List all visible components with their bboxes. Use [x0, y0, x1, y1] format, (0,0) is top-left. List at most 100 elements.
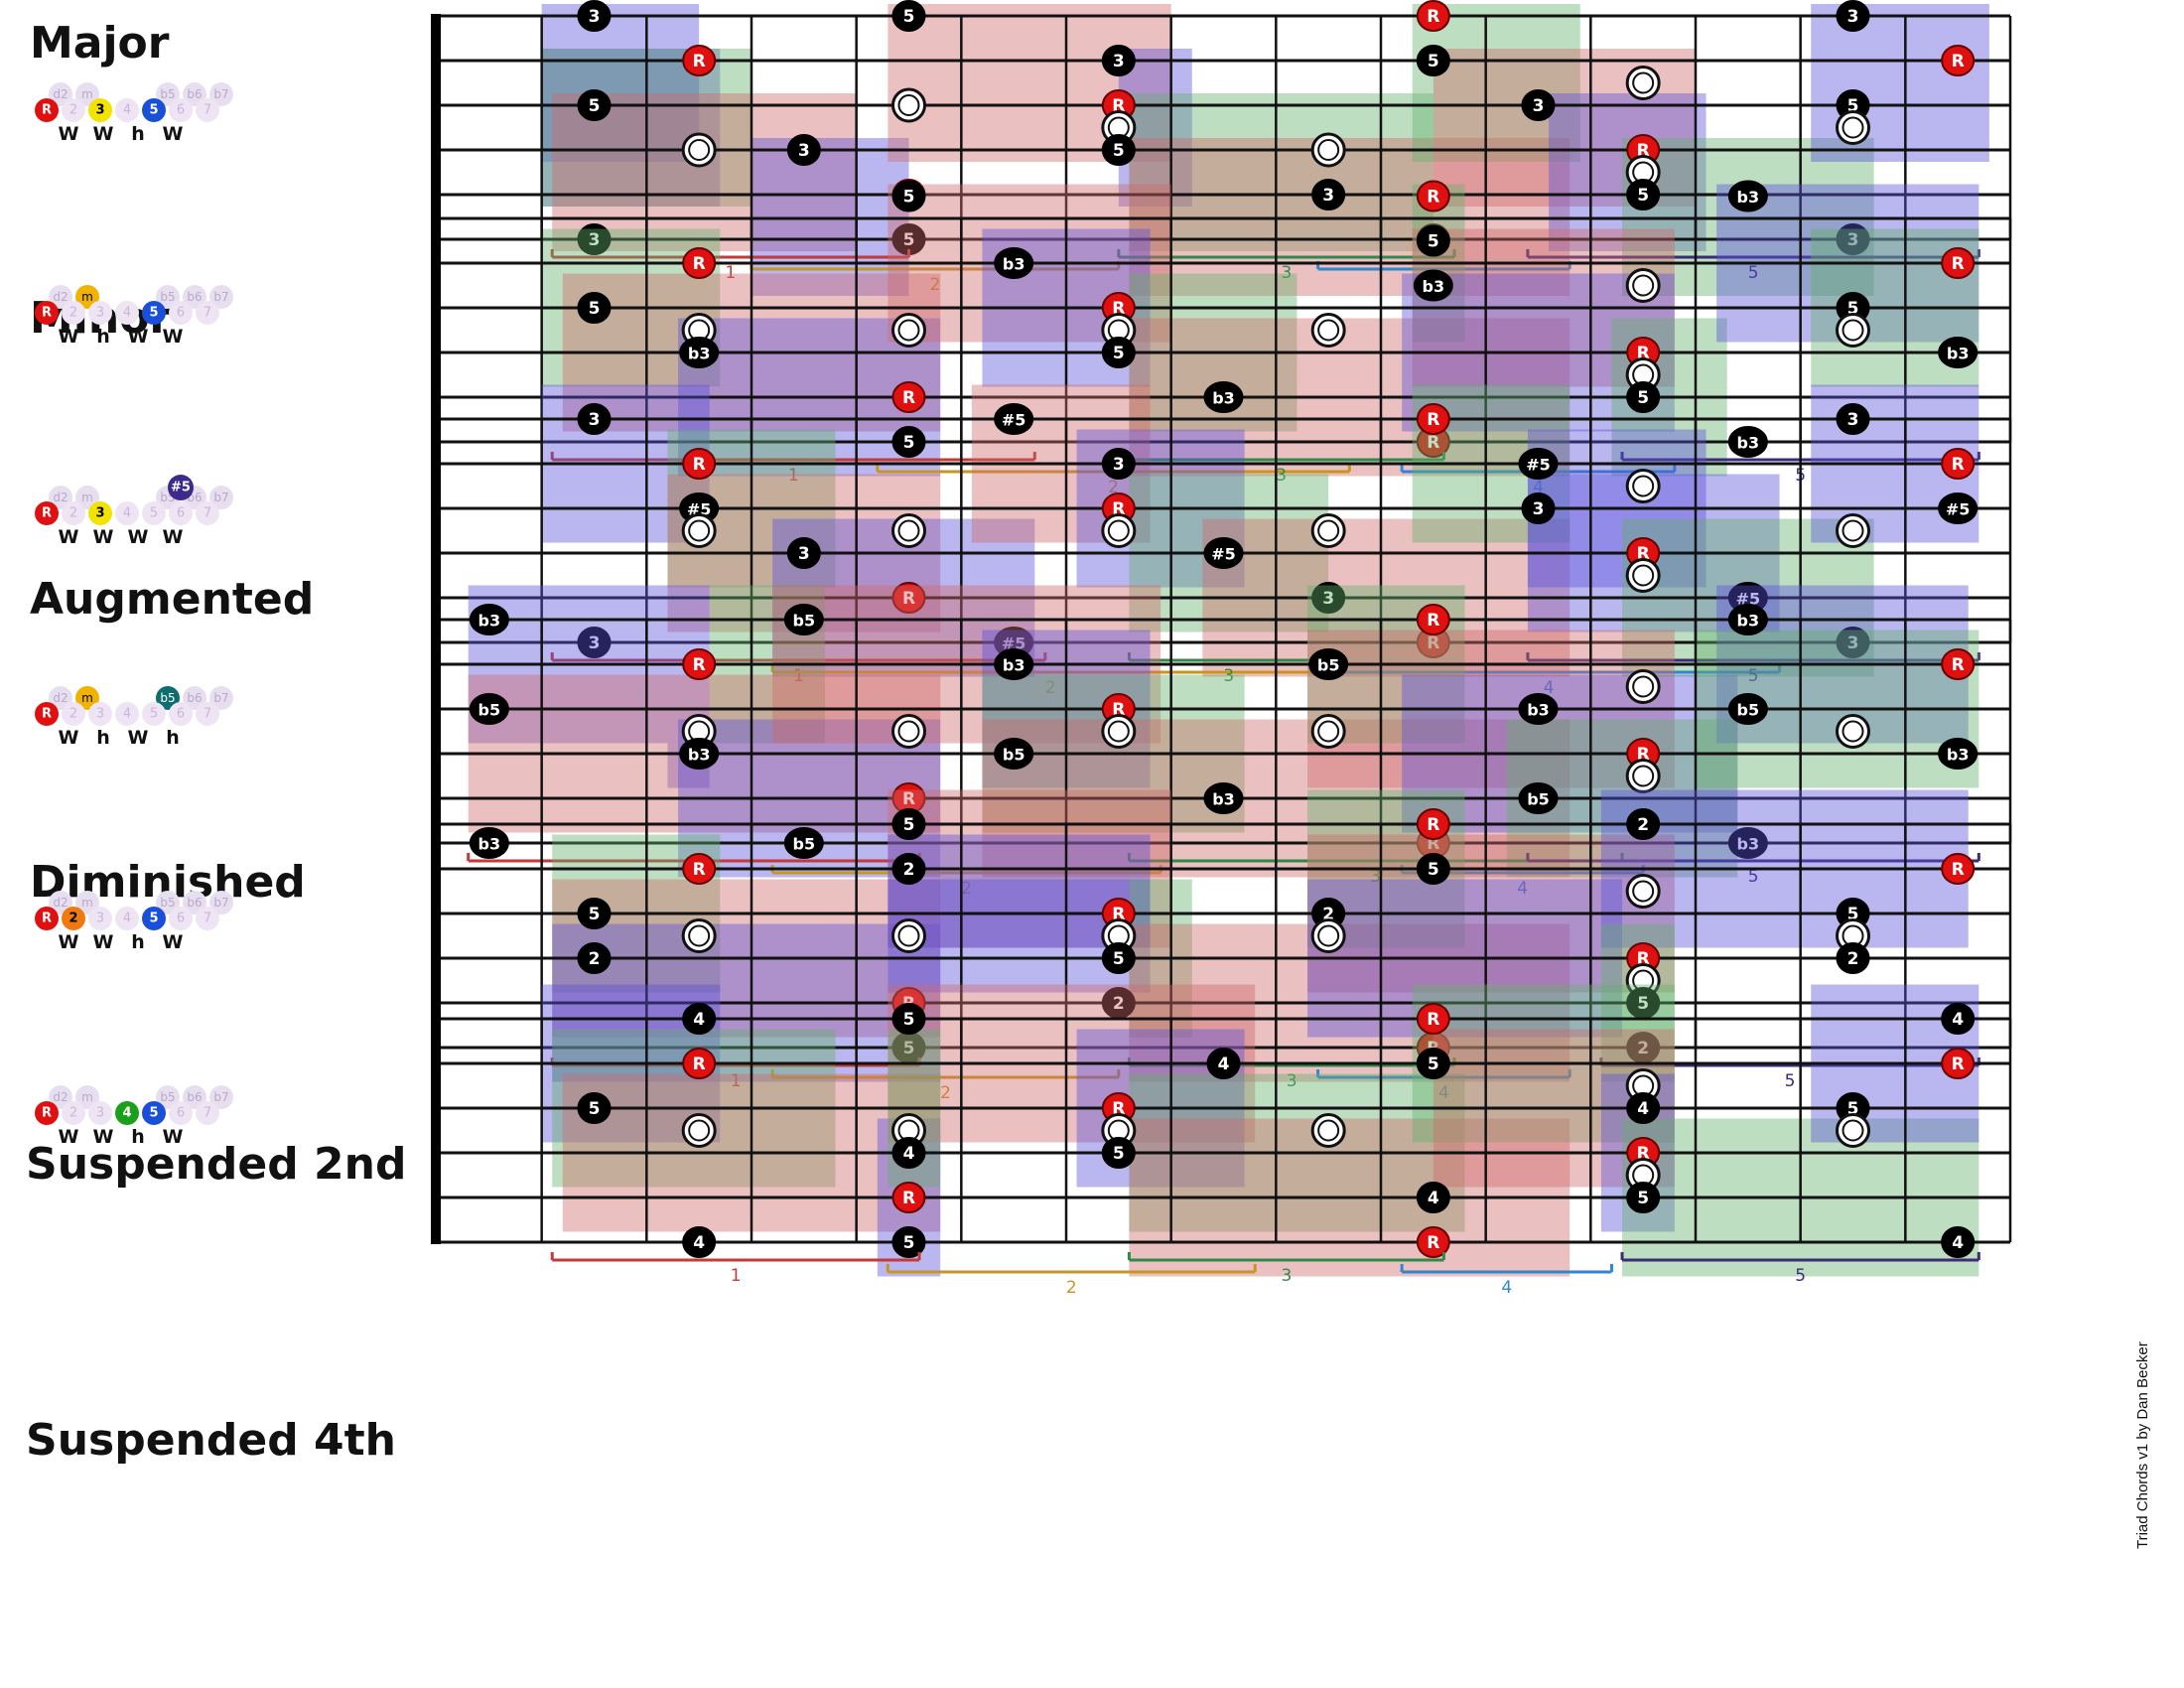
tone-marker: b3: [1727, 827, 1768, 859]
open-ring-marker: [1310, 313, 1346, 348]
tone-marker: 2: [1626, 808, 1661, 840]
legend-label: 3: [96, 707, 104, 722]
open-ring-marker: [1310, 132, 1346, 168]
open-ring-outer: [1625, 268, 1661, 303]
open-ring-inner: [1317, 720, 1340, 743]
marker-label: R: [693, 1055, 706, 1074]
open-ring-marker: [1836, 1113, 1870, 1148]
legend-circle: [49, 285, 72, 309]
bracket-label: 2: [1108, 478, 1119, 497]
legend-label: 2: [68, 912, 77, 926]
marker-dot: [1941, 247, 1976, 279]
bracket-label: 3: [1223, 666, 1234, 686]
marker-label: b5: [1003, 746, 1025, 765]
marker-label: 5: [1113, 344, 1125, 363]
interval-step: W: [128, 526, 149, 548]
marker-label: b3: [478, 835, 501, 854]
legend-label: 2: [69, 506, 77, 521]
legend-circle: [75, 285, 99, 309]
tone-marker: b3: [1203, 782, 1244, 814]
legend-label: R: [42, 912, 52, 926]
marker-label: #5: [1002, 411, 1026, 430]
marker-dot: [1941, 1048, 1976, 1079]
marker-dot: [1518, 693, 1559, 725]
marker-dot: [682, 1003, 717, 1035]
marker-dot: [679, 337, 720, 368]
legend-label: 4: [123, 707, 131, 722]
legend-label: R: [42, 707, 52, 722]
legend-circle: [35, 907, 59, 930]
position-bracket-4: 4: [1400, 1264, 1613, 1298]
tone-marker: b3: [679, 337, 720, 368]
tone-marker: 4: [682, 1003, 717, 1035]
legend-label: 4: [123, 103, 131, 118]
bracket-label: 4: [1544, 678, 1555, 698]
legend-label: d2: [53, 87, 68, 101]
marker-label: 5: [1847, 1099, 1859, 1119]
legend-label: 2: [69, 707, 77, 722]
open-ring-inner: [1317, 519, 1340, 542]
root-marker: R: [682, 853, 717, 885]
open-ring-marker: [681, 918, 717, 953]
open-ring-marker: [1310, 513, 1346, 548]
legend-label: b5: [160, 87, 175, 101]
marker-label: b3: [1947, 746, 1970, 765]
marker-label: b3: [1423, 277, 1445, 296]
marker-label: R: [693, 52, 706, 71]
marker-dot: [1416, 0, 1450, 32]
marker-label: R: [1427, 410, 1439, 430]
legend-circle: [62, 702, 85, 726]
marker-label: 4: [1952, 1233, 1964, 1253]
marker-dot: [577, 223, 612, 255]
marker-label: b3: [1003, 656, 1025, 675]
position-bracket-5: 5: [1526, 652, 1980, 686]
open-ring-inner: [1632, 675, 1655, 698]
marker-label: 5: [589, 1099, 601, 1119]
open-ring-marker: [1310, 1113, 1346, 1148]
position-bracket-1: 1: [550, 249, 910, 283]
tone-marker: b3: [1938, 337, 1979, 368]
marker-dot: [1206, 1048, 1241, 1079]
marker-label: b3: [1003, 255, 1025, 274]
tone-marker: 3: [1521, 89, 1556, 121]
open-ring-marker: [1101, 1113, 1137, 1148]
position-bracket-2: 2: [886, 1264, 1257, 1298]
open-ring-marker: [891, 87, 926, 123]
interval-step: W: [59, 1126, 79, 1148]
tone-marker: b3: [994, 648, 1034, 680]
tone-marker: 5: [891, 0, 926, 32]
legend-label: #5: [171, 481, 191, 495]
legend-circle: [62, 1101, 85, 1125]
marker-label: b3: [688, 746, 711, 765]
legend-circle: [115, 1101, 139, 1125]
legend-label: b5: [160, 896, 175, 910]
open-ring-outer: [891, 87, 926, 123]
interval-step: W: [163, 931, 184, 953]
tone-marker: b3: [1727, 426, 1768, 458]
open-ring-inner: [1107, 519, 1130, 542]
legend-circle: [49, 891, 72, 914]
marker-label: b3: [1527, 701, 1550, 720]
root-marker: R: [1416, 1003, 1450, 1035]
interval-step: W: [93, 1126, 114, 1148]
marker-dot: [1626, 1182, 1661, 1213]
bracket-label: 4: [1438, 1083, 1449, 1103]
marker-dot: [1727, 693, 1768, 725]
marker-label: R: [1952, 655, 1965, 675]
open-ring-inner: [897, 924, 920, 947]
marker-dot: [682, 247, 717, 279]
legend-label: m: [81, 896, 93, 910]
marker-dot: [994, 403, 1034, 435]
marker-dot: [1727, 827, 1768, 859]
tone-marker: 3: [786, 134, 821, 166]
bracket-label: 5: [1748, 666, 1759, 686]
marker-dot: [1727, 426, 1768, 458]
marker-dot: [1518, 448, 1559, 480]
legend-circle: [75, 486, 99, 509]
open-ring-marker: [681, 513, 717, 548]
open-ring-inner: [897, 319, 920, 342]
marker-dot: [891, 808, 926, 840]
open-ring-inner: [897, 519, 920, 542]
tone-marker: 5: [1101, 942, 1136, 974]
